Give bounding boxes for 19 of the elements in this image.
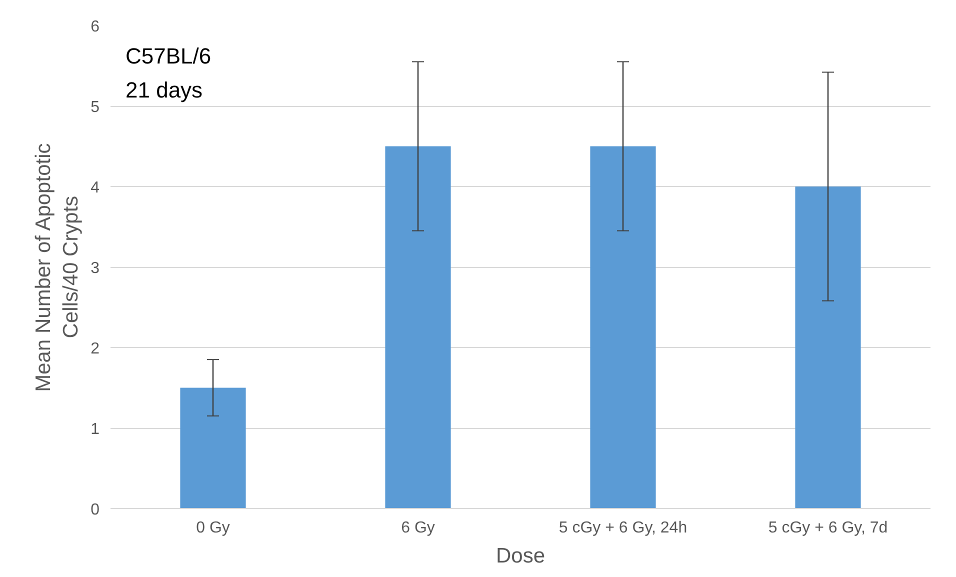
bar	[590, 146, 656, 508]
x-tick-label: 5 cGy + 6 Gy, 24h	[558, 520, 688, 536]
x-axis-title: Dose	[496, 544, 546, 568]
annotation: 21 days	[126, 78, 203, 102]
x-tick-label: 6 Gy	[401, 520, 435, 536]
y-tick-label: 3	[90, 260, 100, 277]
x-tick-label: 0 Gy	[196, 520, 230, 536]
y-tick-label: 4	[90, 180, 100, 196]
bar	[795, 186, 861, 508]
y-tick-label: 2	[90, 340, 100, 358]
y-tick-label: 0	[90, 502, 100, 518]
x-tick-label: 5 cGy + 6 Gy, 7d	[768, 520, 888, 536]
y-tick-label: 1	[90, 421, 100, 438]
annotation: C57BL/6	[126, 44, 212, 68]
y-tick-label: 6	[90, 18, 100, 36]
y-tick-label: 5	[90, 99, 100, 116]
bar	[385, 146, 451, 508]
bar	[180, 388, 246, 508]
y-axis-title: Mean Number of Apoptotic Cells/40 Crypts	[32, 143, 83, 392]
